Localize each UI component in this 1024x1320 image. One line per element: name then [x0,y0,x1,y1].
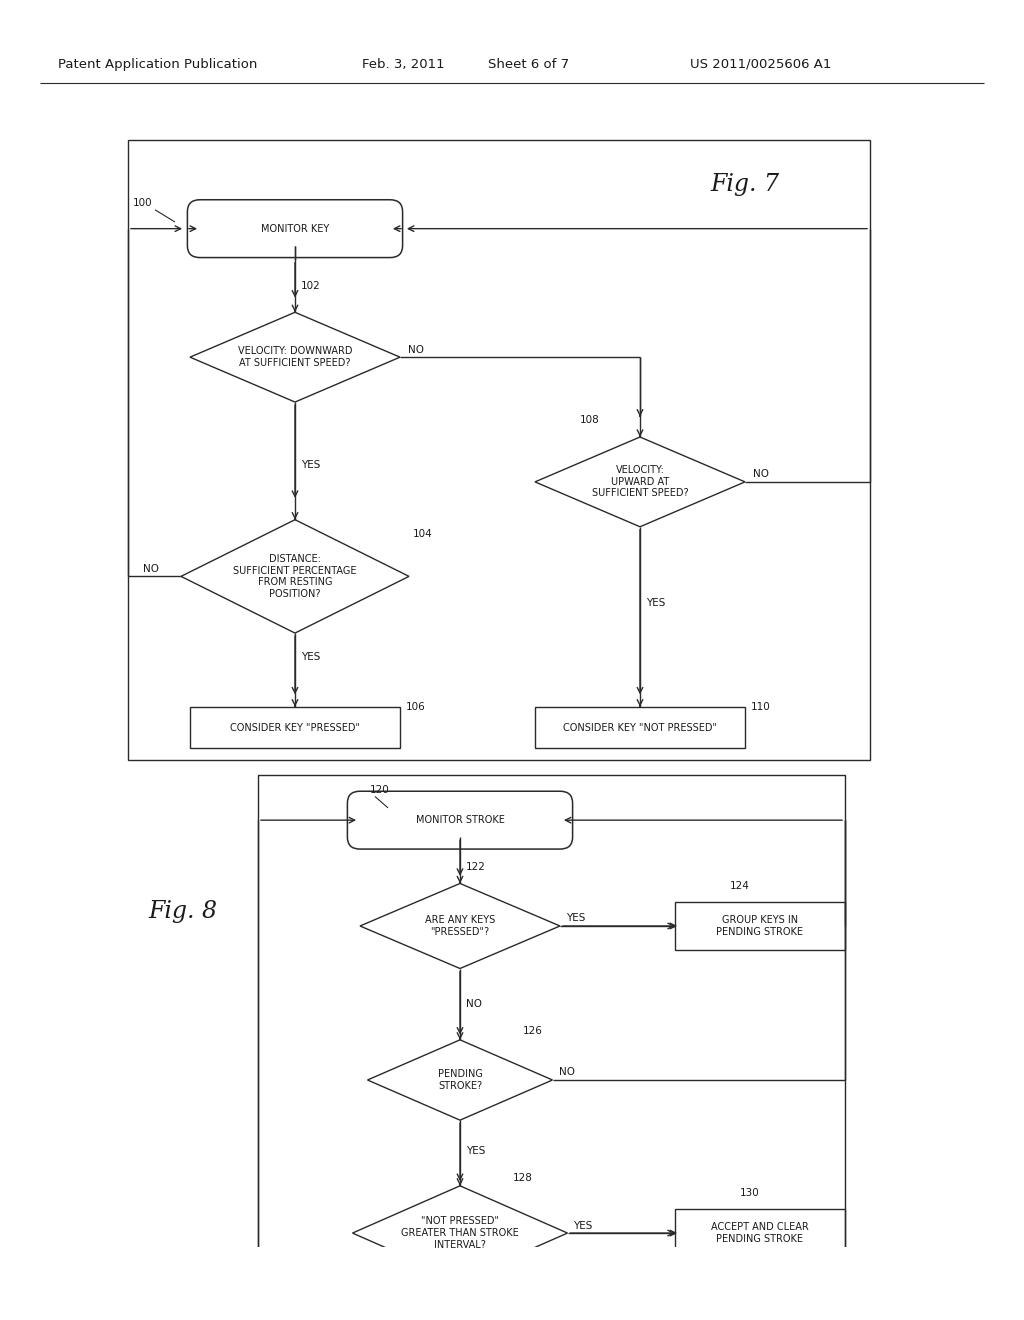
Text: 126: 126 [522,1026,543,1036]
Text: ARE ANY KEYS
"PRESSED"?: ARE ANY KEYS "PRESSED"? [425,915,496,937]
Polygon shape [368,1040,553,1121]
Text: PENDING
STROKE?: PENDING STROKE? [437,1069,482,1090]
Text: MONITOR STROKE: MONITOR STROKE [416,816,505,825]
Text: YES: YES [646,598,666,607]
Text: "NOT PRESSED"
GREATER THAN STROKE
INTERVAL?: "NOT PRESSED" GREATER THAN STROKE INTERV… [401,1217,519,1250]
Text: 102: 102 [301,281,321,292]
Bar [190,706,400,748]
Text: 128: 128 [512,1173,532,1183]
Text: YES: YES [301,652,321,661]
Text: 122: 122 [466,862,485,873]
Text: 130: 130 [740,1188,760,1199]
Bar [675,903,845,949]
Text: YES: YES [466,1146,485,1156]
Polygon shape [181,520,409,634]
Text: CONSIDER KEY "NOT PRESSED": CONSIDER KEY "NOT PRESSED" [563,722,717,733]
Text: Sheet 6 of 7: Sheet 6 of 7 [488,58,569,71]
Text: 124: 124 [730,882,750,891]
Text: 106: 106 [406,702,426,711]
Text: MONITOR KEY: MONITOR KEY [261,223,329,234]
Text: DISTANCE:
SUFFICIENT PERCENTAGE
FROM RESTING
POSITION?: DISTANCE: SUFFICIENT PERCENTAGE FROM RES… [233,554,356,599]
Text: 104: 104 [413,529,433,539]
Text: 120: 120 [370,785,390,795]
Bar [128,140,870,760]
Text: YES: YES [566,913,586,924]
Bar [535,706,745,748]
Text: Fig. 7: Fig. 7 [710,173,779,195]
Text: YES: YES [573,1221,593,1230]
Text: 110: 110 [751,702,771,711]
Text: ACCEPT AND CLEAR
PENDING STROKE: ACCEPT AND CLEAR PENDING STROKE [711,1222,809,1243]
Polygon shape [190,313,400,403]
FancyBboxPatch shape [187,199,402,257]
Bar [675,1209,845,1257]
Text: NO: NO [753,470,769,479]
Text: VELOCITY:
UPWARD AT
SUFFICIENT SPEED?: VELOCITY: UPWARD AT SUFFICIENT SPEED? [592,465,688,499]
Text: 100: 100 [133,198,153,209]
FancyBboxPatch shape [347,791,572,849]
Polygon shape [360,883,560,969]
Polygon shape [535,437,745,527]
Text: NO: NO [558,1068,574,1077]
Text: NO: NO [466,999,482,1010]
Text: GROUP KEYS IN
PENDING STROKE: GROUP KEYS IN PENDING STROKE [717,915,804,937]
Text: YES: YES [301,459,321,470]
Text: Feb. 3, 2011: Feb. 3, 2011 [362,58,444,71]
Text: Patent Application Publication: Patent Application Publication [58,58,257,71]
Text: NO: NO [408,345,424,355]
Text: 108: 108 [580,416,600,425]
Polygon shape [352,1185,567,1280]
Text: VELOCITY: DOWNWARD
AT SUFFICIENT SPEED?: VELOCITY: DOWNWARD AT SUFFICIENT SPEED? [238,346,352,368]
Text: Fig. 8: Fig. 8 [148,900,217,923]
Text: US 2011/0025606 A1: US 2011/0025606 A1 [690,58,831,71]
Text: CONSIDER KEY "PRESSED": CONSIDER KEY "PRESSED" [230,722,360,733]
Bar [258,775,845,1320]
Text: NO: NO [143,564,159,574]
